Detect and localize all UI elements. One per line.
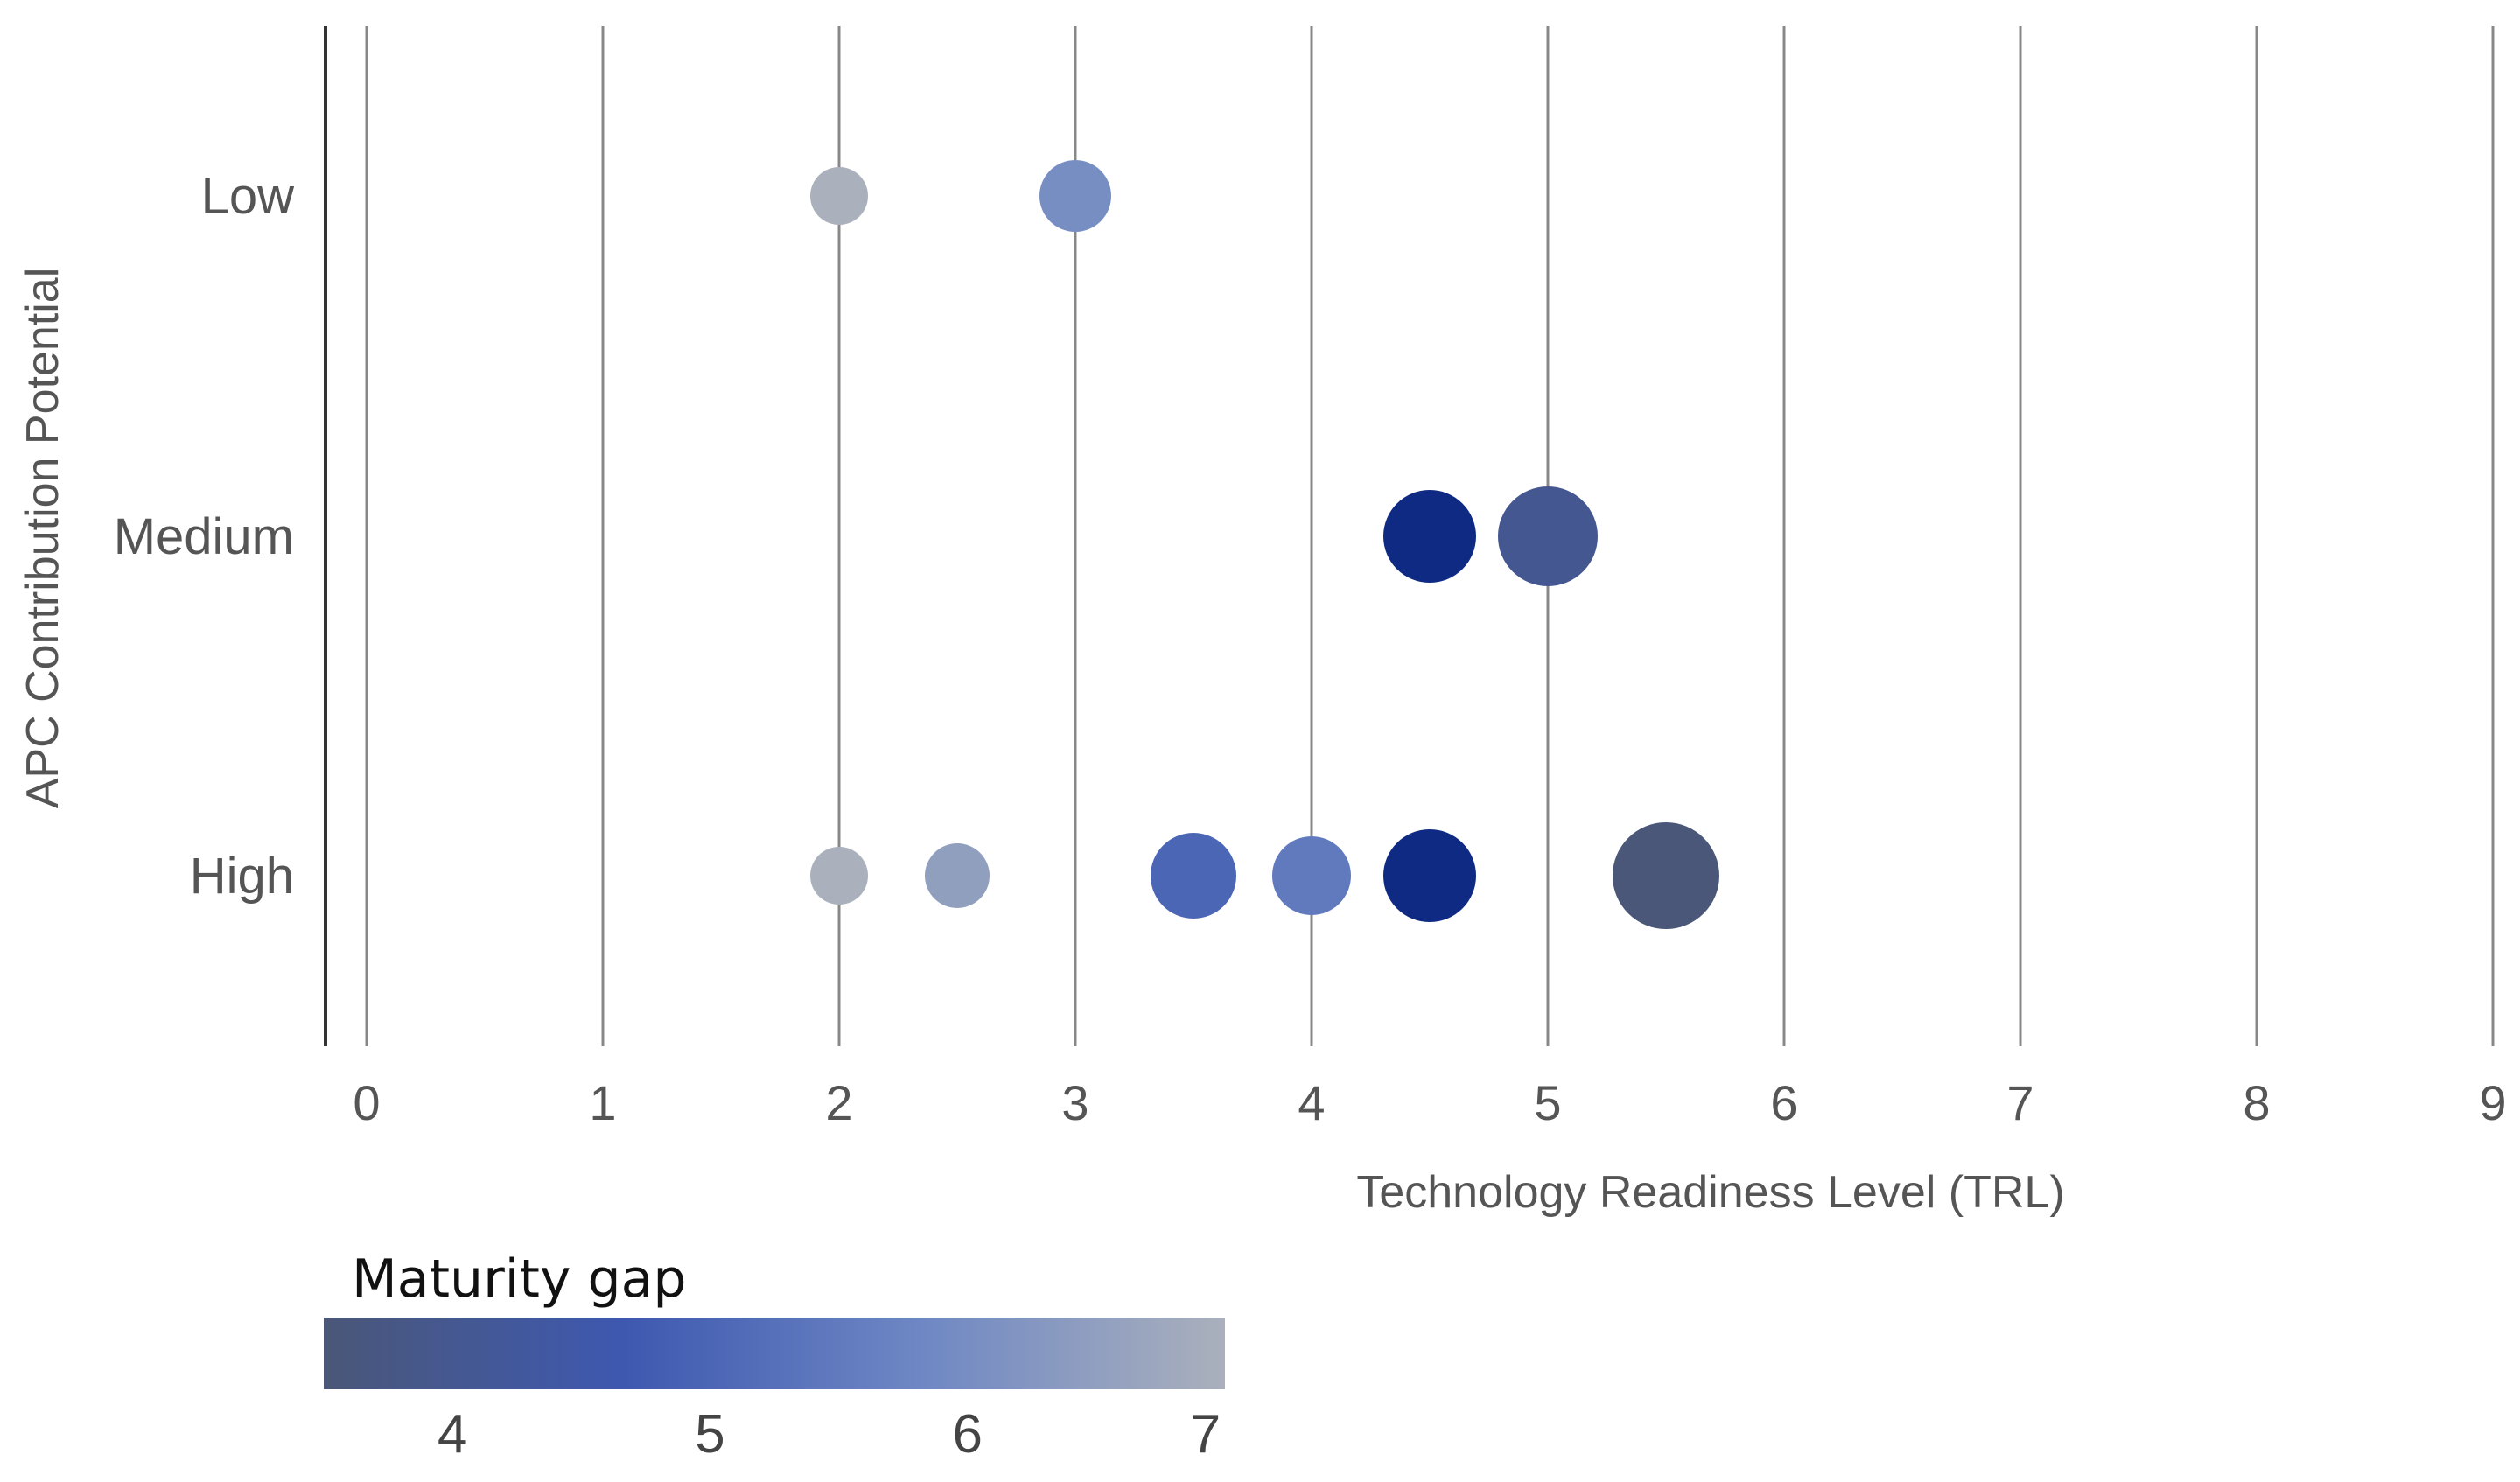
y-axis-title: APC Contribution Potential <box>18 268 68 809</box>
legend-tick-label: 6 <box>952 1404 982 1465</box>
x-tick-label: 5 <box>1534 1075 1561 1130</box>
data-point <box>1272 836 1351 915</box>
x-tick-label: 4 <box>1298 1075 1325 1130</box>
x-tick-label: 9 <box>2479 1075 2506 1130</box>
color-legend: Maturity gap 4 5 6 7 <box>324 1248 1225 1465</box>
data-point <box>1498 486 1598 586</box>
legend-title: Maturity gap <box>352 1248 686 1310</box>
tick-labels: 0 1 2 3 4 5 6 7 8 9 Low Medium High <box>114 168 2507 1130</box>
data-point <box>810 847 868 905</box>
legend-tick-label: 5 <box>695 1404 724 1465</box>
legend-tick-label: 4 <box>438 1404 467 1465</box>
x-tick-label: 1 <box>589 1075 616 1130</box>
data-point <box>1383 829 1476 922</box>
x-tick-label: 7 <box>2006 1075 2034 1130</box>
data-point <box>925 843 990 908</box>
legend-tick-label: 7 <box>1191 1404 1221 1465</box>
x-tick-label: 3 <box>1061 1075 1088 1130</box>
y-tick-label: High <box>190 848 294 905</box>
data-point <box>1613 822 1719 929</box>
data-points <box>810 160 1719 929</box>
data-point <box>1383 490 1476 583</box>
data-point <box>1151 833 1236 919</box>
x-tick-label: 0 <box>353 1075 380 1130</box>
y-tick-label: Medium <box>114 508 294 565</box>
x-tick-label: 8 <box>2243 1075 2270 1130</box>
data-point <box>1040 160 1111 232</box>
data-point <box>810 167 868 225</box>
legend-colorbar <box>324 1318 1225 1389</box>
y-tick-label: Low <box>201 168 296 225</box>
x-tick-label: 6 <box>1770 1075 1797 1130</box>
legend-ticks: 4 5 6 7 <box>438 1404 1221 1465</box>
x-tick-label: 2 <box>825 1075 852 1130</box>
x-axis-title: Technology Readiness Level (TRL) <box>1356 1167 2064 1218</box>
